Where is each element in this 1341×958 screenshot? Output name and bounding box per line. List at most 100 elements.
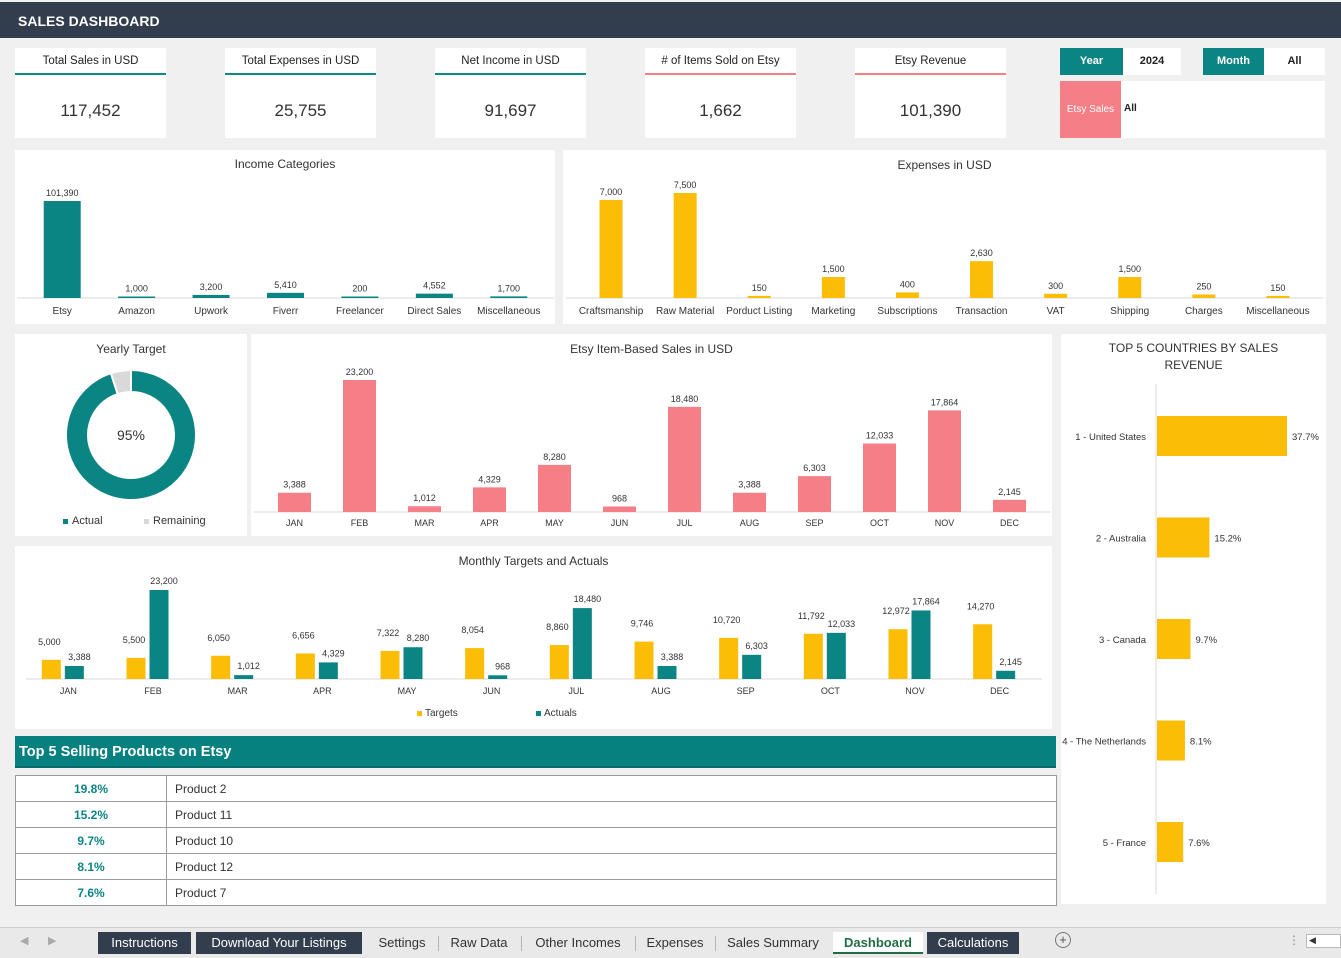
category-label: Miscellaneous [477, 306, 540, 317]
data-label: 6,050 [207, 633, 230, 643]
category-label: Shipping [1110, 306, 1149, 317]
product-share: 9.7% [15, 827, 167, 854]
bar [821, 277, 845, 298]
legend-targets: Targets [417, 708, 458, 719]
kpi-label: Net Income in USD [435, 48, 586, 75]
bar [798, 476, 831, 512]
etsy-monthly-title: Etsy Item-Based Sales in USD [570, 342, 733, 356]
actuals-bar [742, 654, 762, 679]
targets-bar [719, 637, 739, 679]
category-label: APR [480, 518, 499, 528]
data-label: 17,864 [912, 596, 940, 606]
data-label: 23,200 [150, 576, 178, 586]
bar [341, 296, 379, 298]
data-label: 37.7% [1292, 432, 1319, 443]
legend-actual: Actual [63, 515, 103, 527]
bar [603, 506, 636, 512]
tab-other-incomes[interactable]: Other Incomes [535, 935, 621, 950]
category-label: MAR [415, 518, 436, 528]
category-label: Etsy [52, 306, 71, 317]
bar [1118, 277, 1142, 298]
income-chart-title: Income Categories [234, 157, 336, 171]
data-label: 17,864 [931, 397, 959, 407]
category-label: JUL [568, 686, 584, 696]
category-label: VAT [1047, 306, 1065, 317]
yearly-target-title: Yearly Target [96, 342, 166, 356]
yearly-target-donut [65, 368, 197, 501]
legend-actuals: Actuals [536, 708, 577, 719]
data-label: 250 [1196, 282, 1211, 292]
tab-raw-data[interactable]: Raw Data [450, 935, 508, 950]
data-label: 1,012 [413, 493, 436, 503]
bar [1192, 294, 1216, 298]
year-filter-dropdown[interactable]: 2024 [1123, 48, 1181, 75]
category-label: MAY [545, 518, 564, 528]
etsy-sales-filter-dropdown[interactable]: All [1124, 103, 1137, 114]
top-countries-panel: TOP 5 COUNTRIES BY SALES REVENUE 37.7% 1 … [1061, 334, 1326, 904]
data-label: 3,388 [661, 652, 684, 662]
dashboard-title: SALES DASHBOARD [0, 2, 1341, 38]
kpi-items-sold: # of Items Sold on Etsy 1,662 [645, 48, 796, 138]
data-label: 1,500 [1118, 264, 1141, 274]
scroll-left-icon[interactable]: ◀ [20, 935, 29, 947]
bar [673, 193, 697, 298]
options-icon[interactable]: ⋮ [1288, 933, 1300, 947]
category-label: MAY [398, 686, 417, 696]
legend-swatch [417, 710, 422, 716]
category-label: Charges [1185, 306, 1223, 317]
bar [1157, 416, 1287, 456]
data-label: 8.1% [1190, 737, 1212, 748]
tab-download-listings[interactable]: Download Your Listings [196, 932, 362, 954]
data-label: 10,720 [713, 615, 741, 625]
tab-settings[interactable]: Settings [378, 935, 426, 950]
title-line: REVENUE [1164, 358, 1223, 372]
product-name: Product 12 [166, 853, 1057, 880]
data-label: 18,480 [671, 394, 699, 404]
category-label: JUN [611, 518, 629, 528]
targets-actuals-panel: Monthly Targets and Actuals 5,000 3,388 JA… [15, 546, 1052, 729]
bar [599, 200, 623, 298]
tab-sales-summary[interactable]: Sales Summary [727, 935, 819, 950]
data-label: 300 [1048, 281, 1063, 291]
category-label: DEC [990, 686, 1010, 696]
actuals-bar [403, 647, 423, 679]
bar [415, 293, 453, 298]
data-label: 101,390 [46, 188, 79, 198]
actuals-bar [826, 632, 846, 679]
category-label: DEC [1000, 518, 1020, 528]
targets-bar [295, 653, 315, 679]
category-label: FEB [351, 518, 369, 528]
donut-slice-actual [65, 368, 197, 501]
category-label: 5 - France [1103, 838, 1146, 849]
tab-expenses[interactable]: Expenses [646, 935, 704, 950]
legend-label: Actuals [544, 708, 577, 719]
tab-dashboard[interactable]: Dashboard [833, 932, 923, 954]
kpi-value: 117,452 [60, 101, 121, 120]
kpi-value: 1,662 [699, 101, 742, 120]
tab-divider [635, 936, 636, 951]
data-label: 3,388 [68, 652, 91, 662]
scroll-right-icon[interactable]: ▶ [48, 935, 57, 947]
bar [118, 296, 156, 298]
bar [192, 294, 230, 298]
category-label: SEP [805, 518, 823, 528]
actuals-bar [64, 666, 84, 679]
data-label: 9,746 [631, 619, 654, 629]
bar [1044, 293, 1068, 298]
expenses-chart: 7,000 Craftsmanship 7,500 Raw Material 150 Po… [566, 180, 1323, 317]
product-name: Product 2 [166, 775, 1057, 802]
category-label: Subscriptions [877, 306, 937, 317]
add-sheet-icon[interactable]: + [1055, 932, 1071, 948]
kpi-net-income: Net Income in USD 91,697 [435, 48, 586, 138]
tab-calculations[interactable]: Calculations [927, 932, 1019, 954]
month-filter-dropdown[interactable]: All [1264, 48, 1325, 75]
actuals-bar [996, 670, 1016, 679]
etsy-sales-filter-label: Etsy Sales [1060, 81, 1121, 138]
category-label: SEP [737, 686, 755, 696]
category-label: JAN [60, 686, 77, 696]
category-label: NOV [905, 686, 925, 696]
scroll-left-icon[interactable]: ◀ [1309, 935, 1316, 945]
tab-instructions[interactable]: Instructions [98, 932, 191, 954]
horizontal-scrollbar[interactable]: ◀ [1306, 934, 1341, 948]
data-label: 5,500 [123, 635, 146, 645]
